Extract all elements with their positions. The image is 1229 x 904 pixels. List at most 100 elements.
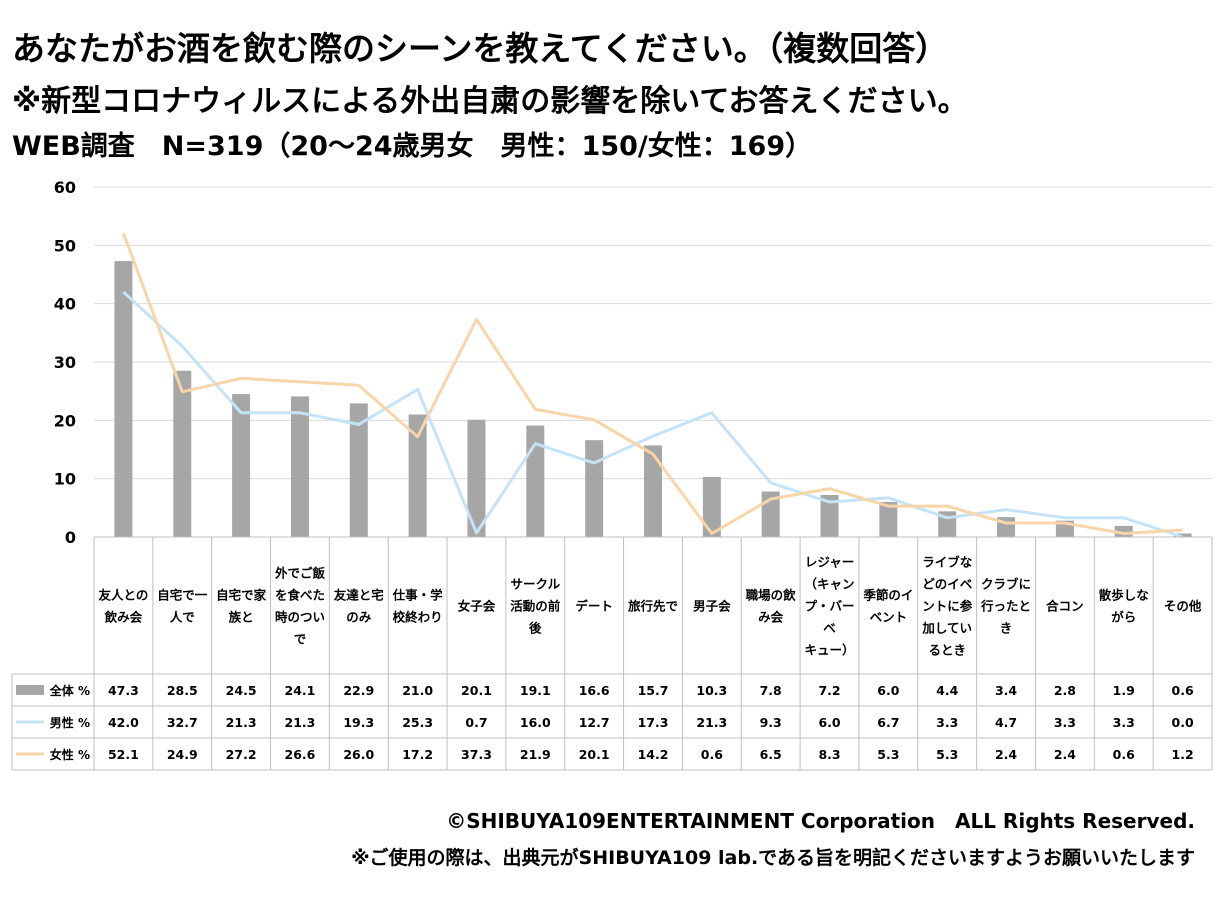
category-label: キュー） (805, 643, 855, 658)
table-value: 52.1 (108, 747, 139, 762)
table-value: 22.9 (343, 683, 374, 698)
bar (1114, 525, 1133, 537)
table-value: 17.3 (638, 715, 669, 730)
category-label: 外でご飯 (274, 566, 326, 581)
y-tick-label: 60 (54, 178, 76, 197)
y-axis-ticks: 0 10 20 30 40 50 60 (54, 178, 76, 547)
category-label: 友達と宅 (333, 588, 385, 603)
y-tick-label: 30 (54, 353, 76, 372)
female-line (121, 232, 1183, 535)
table-value: 3.3 (936, 715, 958, 730)
category-label: み会 (758, 610, 784, 625)
category-label: 人で (170, 610, 195, 625)
category-label: 散歩しな (1099, 588, 1149, 603)
table-value: 3.3 (1113, 715, 1135, 730)
table-value: 37.3 (461, 747, 492, 762)
y-tick-label: 50 (54, 236, 76, 255)
bar (408, 414, 427, 537)
table-value: 20.1 (579, 747, 610, 762)
table-value: 0.6 (1113, 747, 1135, 762)
table-value: 21.3 (226, 715, 257, 730)
table-value: 6.7 (877, 715, 899, 730)
male-line (122, 290, 1184, 539)
category-label: ベ (823, 621, 836, 636)
category-label: レジャー (805, 555, 854, 570)
category-label: （キャン (805, 577, 855, 592)
table-value: 26.6 (285, 747, 316, 762)
legend-label: 女性 % (50, 747, 90, 762)
bar (820, 495, 839, 537)
category-label: 族と (229, 610, 254, 625)
category-label: 女子会 (458, 599, 496, 614)
table-value: 3.4 (995, 683, 1017, 698)
category-label: き (1000, 621, 1013, 636)
legend-key-bar (16, 685, 44, 695)
table-value: 7.8 (760, 683, 782, 698)
category-label: 後 (529, 621, 542, 636)
category-label: 自宅で家 (216, 588, 267, 603)
table-value: 20.1 (461, 683, 492, 698)
table-value: 5.3 (877, 747, 899, 762)
line-series (121, 232, 1184, 539)
table-value: 1.2 (1172, 747, 1194, 762)
table-value: 21.3 (285, 715, 316, 730)
table-value: 4.4 (936, 683, 958, 698)
bar (702, 476, 721, 537)
bar (526, 425, 545, 537)
table-value: 25.3 (402, 715, 433, 730)
table-value: 16.6 (579, 683, 610, 698)
table-value: 7.2 (818, 683, 840, 698)
bar (173, 370, 192, 537)
grid-lines (94, 186, 1212, 480)
category-label: 職場の飲 (746, 588, 797, 603)
category-label: どのイベ (922, 577, 973, 592)
table-value: 26.0 (343, 747, 374, 762)
table-value: 14.2 (638, 747, 669, 762)
category-label: で (294, 632, 307, 647)
table-value: 42.0 (108, 715, 139, 730)
table-value: 0.6 (701, 747, 723, 762)
category-label: のみ (346, 610, 372, 625)
category-label: がら (1111, 610, 1136, 625)
y-tick-label: 20 (54, 411, 76, 430)
legend-label: 男性 % (50, 715, 90, 730)
category-label: 仕事・学 (392, 588, 444, 603)
table-value: 21.3 (696, 715, 727, 730)
category-label: 飲み会 (104, 610, 143, 625)
table-value: 24.1 (285, 683, 316, 698)
table-value: 24.9 (167, 747, 198, 762)
table-value: 6.0 (877, 683, 899, 698)
usage-note: ※ご使用の際は、出典元がSHIBUYA109 lab.である旨を明記くださいます… (351, 847, 1195, 869)
table-value: 21.9 (520, 747, 551, 762)
category-label: 活動の前 (510, 599, 561, 614)
table-value: 19.1 (520, 683, 551, 698)
category-label: 時のつい (275, 610, 325, 625)
chart-title: あなたがお酒を飲む際のシーンを教えてください。（複数回答） (12, 29, 949, 68)
category-label: 友人との (97, 588, 148, 603)
table-value: 2.4 (1054, 747, 1076, 762)
bar (585, 440, 604, 537)
y-tick-label: 40 (54, 295, 76, 314)
table-value: 32.7 (167, 715, 198, 730)
table-value: 6.5 (760, 747, 782, 762)
table-value: 0.0 (1172, 715, 1194, 730)
table-value: 47.3 (108, 683, 139, 698)
y-tick-label: 0 (65, 528, 76, 547)
table-value: 9.3 (760, 715, 782, 730)
copyright-text: ©SHIBUYA109ENTERTAINMENT Corporation ALL… (446, 809, 1195, 833)
table-value: 6.0 (818, 715, 840, 730)
chart-subtitle-note: ※新型コロナウィルスによる外出自粛の影響を除いてお答えください。 (12, 84, 968, 119)
category-label: 旅行先で (627, 599, 678, 614)
category-label: 加してい (921, 621, 972, 636)
bar (232, 394, 251, 537)
category-label: 合コン (1046, 599, 1084, 614)
bar (467, 419, 486, 537)
bar (644, 445, 662, 537)
category-label: るとき (928, 643, 966, 658)
table-value: 21.0 (402, 683, 433, 698)
table-value: 24.5 (226, 683, 257, 698)
category-label: ベント (870, 610, 908, 625)
table-value: 27.2 (226, 747, 257, 762)
